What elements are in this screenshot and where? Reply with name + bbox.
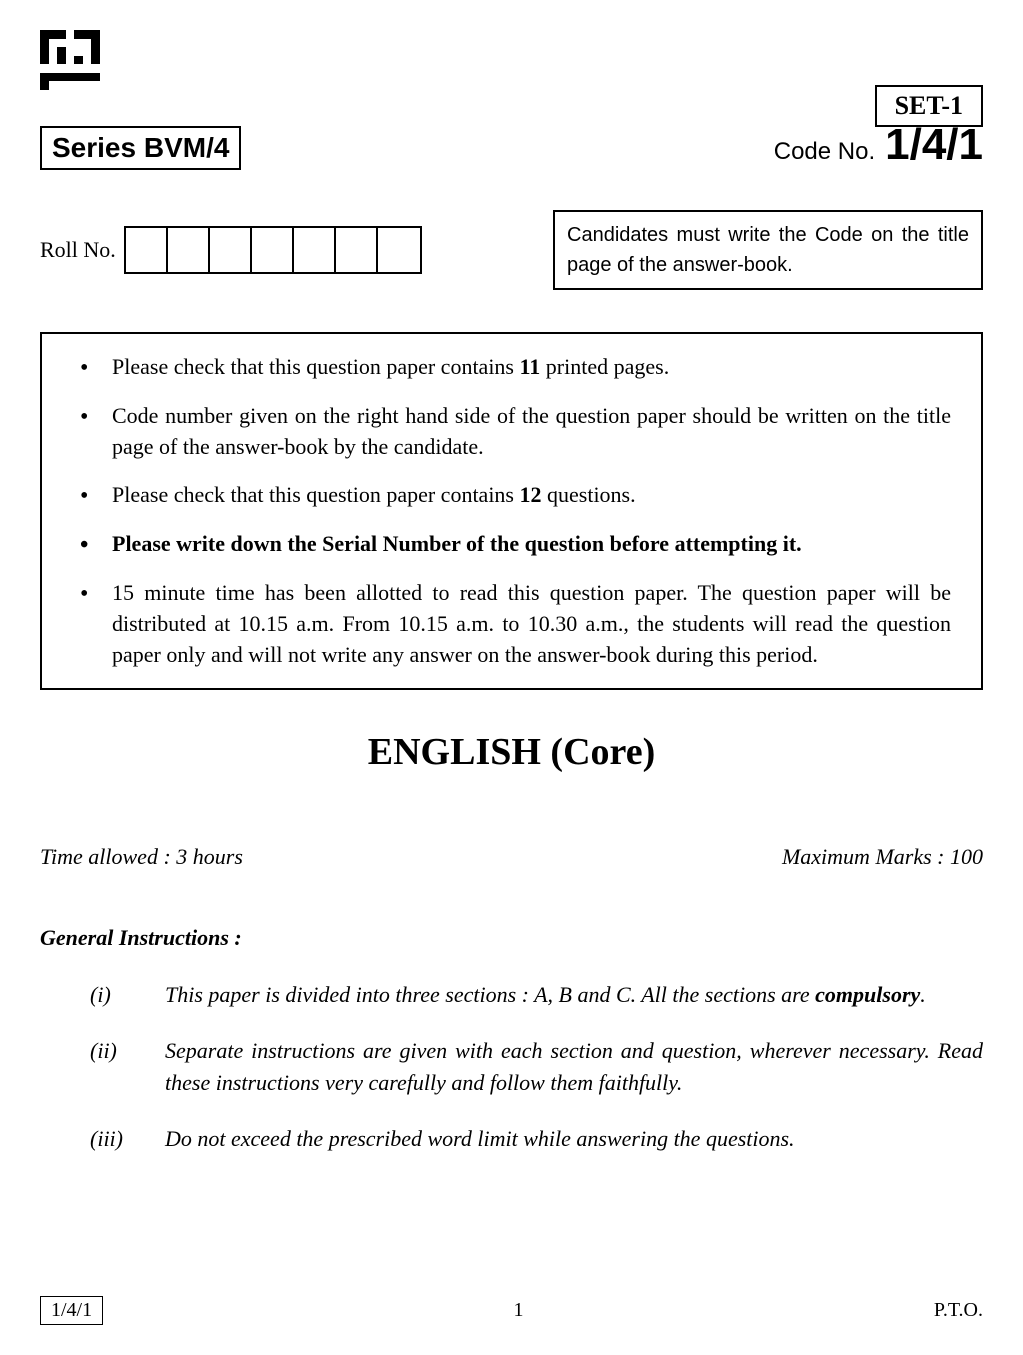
- set-label: SET-1: [875, 85, 983, 127]
- instruction-item: 15 minute time has been allotted to read…: [72, 578, 951, 670]
- subject-title: ENGLISH (Core): [40, 730, 983, 774]
- instruction-item: Please check that this question paper co…: [72, 352, 951, 383]
- page-number: 1: [514, 1299, 524, 1322]
- code-label: Code No.: [774, 138, 875, 166]
- roll-area: Roll No.: [40, 226, 422, 274]
- max-marks: Maximum Marks : 100: [782, 844, 983, 870]
- instruction-item: Code number given on the right hand side…: [72, 401, 951, 463]
- general-instruction-text: Separate instructions are given with eac…: [165, 1035, 983, 1099]
- time-marks-row: Time allowed : 3 hours Maximum Marks : 1…: [40, 844, 983, 870]
- roll-box: [126, 228, 168, 272]
- roll-label: Roll No.: [40, 237, 116, 263]
- general-instructions-list: (i) This paper is divided into three sect…: [40, 979, 983, 1155]
- instruction-box: Please check that this question paper co…: [40, 332, 983, 690]
- general-instruction-item: (i) This paper is divided into three sect…: [90, 979, 983, 1011]
- series-box: Series BVM/4: [40, 126, 241, 170]
- roll-box: [252, 228, 294, 272]
- general-instructions-heading: General Instructions :: [40, 925, 983, 951]
- roll-boxes: [124, 226, 422, 274]
- qr-code: [40, 30, 100, 90]
- roll-box: [378, 228, 420, 272]
- roll-box: [210, 228, 252, 272]
- general-instruction-item: (iii) Do not exceed the prescribed word l…: [90, 1123, 983, 1155]
- footer-code: 1/4/1: [40, 1296, 103, 1325]
- pto-label: P.T.O.: [934, 1299, 983, 1322]
- general-instruction-item: (ii) Separate instructions are given with…: [90, 1035, 983, 1099]
- general-instruction-text: This paper is divided into three section…: [165, 979, 983, 1011]
- time-allowed: Time allowed : 3 hours: [40, 844, 243, 870]
- general-instruction-number: (iii): [90, 1123, 135, 1155]
- roll-box: [336, 228, 378, 272]
- instruction-list: Please check that this question paper co…: [72, 352, 951, 670]
- header-row: Series BVM/4 Code No. 1/4/1: [40, 120, 983, 170]
- roll-row: Roll No. Candidates must write the Code …: [40, 210, 983, 290]
- roll-box: [168, 228, 210, 272]
- code-area: Code No. 1/4/1: [774, 120, 983, 170]
- instruction-item: Please write down the Serial Number of t…: [72, 529, 951, 560]
- candidate-note: Candidates must write the Code on the ti…: [553, 210, 983, 290]
- general-instruction-text: Do not exceed the prescribed word limit …: [165, 1123, 983, 1155]
- general-instruction-number: (i): [90, 979, 135, 1011]
- code-value: 1/4/1: [885, 120, 983, 170]
- instruction-item: Please check that this question paper co…: [72, 480, 951, 511]
- general-instruction-number: (ii): [90, 1035, 135, 1099]
- roll-box: [294, 228, 336, 272]
- page-footer: 1/4/1 1 P.T.O.: [40, 1296, 983, 1325]
